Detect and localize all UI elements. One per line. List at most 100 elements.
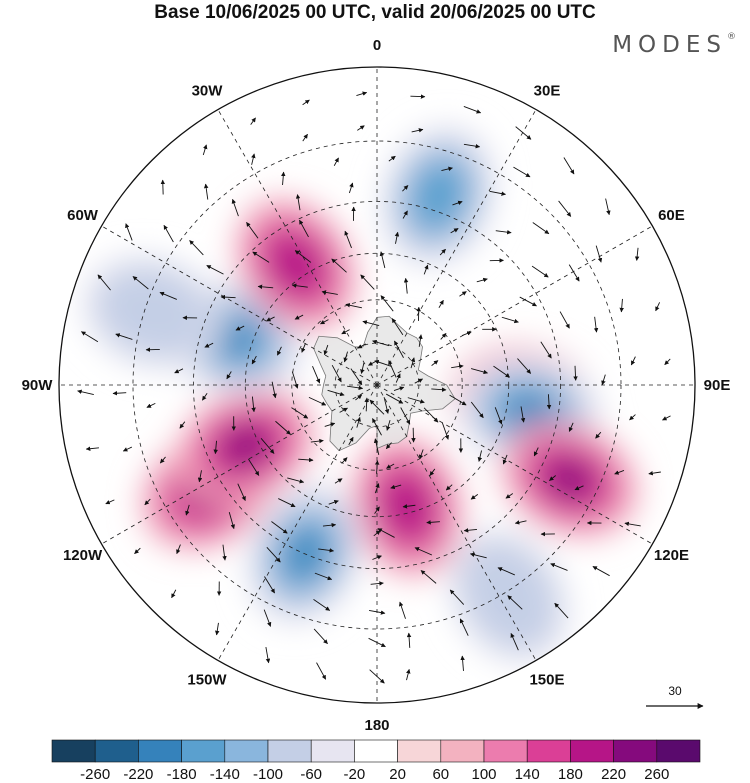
wind-arrow-icon [302, 99, 310, 106]
wind-arrow-icon [323, 344, 329, 356]
longitude-line [376, 384, 537, 661]
wind-arrow-icon [372, 555, 382, 560]
wind-arrow-icon [402, 210, 408, 219]
longitude-line [376, 384, 653, 545]
longitude-label: 90W [22, 377, 54, 394]
wind-arrow-icon [574, 485, 584, 491]
wind-arrow-icon [418, 334, 423, 347]
wind-arrow-icon [206, 265, 224, 275]
wind-arrow-icon [251, 153, 256, 165]
wind-arrow-icon [388, 360, 397, 378]
wind-arrow-icon [532, 222, 550, 235]
wind-arrow-icon [459, 618, 469, 636]
wind-arrow-icon [514, 520, 527, 525]
wind-arrow-icon [146, 402, 156, 408]
wind-arrow-icon [449, 589, 465, 605]
longitude-label: 0 [373, 37, 381, 54]
wind-arrow-icon [281, 171, 286, 186]
wind-arrow-icon [185, 504, 190, 516]
colorbar-tick-label: 220 [601, 766, 626, 783]
wind-arrow-icon [301, 343, 306, 353]
latitude-circle [132, 140, 622, 630]
wind-arrow-icon [372, 339, 390, 347]
wind-arrow-icon [648, 470, 661, 476]
wind-arrow-icon [374, 483, 380, 494]
colorbar-swatch [310, 739, 355, 763]
wind-arrow-icon [394, 340, 404, 358]
longitude-line [101, 225, 378, 386]
wind-arrow-icon [368, 637, 386, 648]
wind-arrow-icon [374, 460, 380, 474]
wind-arrow-icon [390, 484, 402, 490]
wind-arrow-icon [403, 277, 409, 294]
wind-arrow-icon [237, 483, 246, 501]
wind-arrow-icon [630, 356, 636, 366]
colorbar-swatch [613, 739, 658, 763]
wind-arrow-icon [291, 283, 308, 288]
longitude-line [376, 225, 653, 386]
wind-arrow-icon [461, 331, 472, 336]
colorbar-swatch [138, 739, 182, 763]
wind-arrow-icon [463, 528, 478, 533]
wind-arrow-icon [345, 303, 362, 309]
wind-arrow-icon [97, 274, 111, 291]
wind-arrow-icon [463, 105, 482, 114]
wind-arrow-icon [519, 296, 537, 307]
wind-arrow-icon [507, 595, 523, 610]
colorbar-swatch [224, 739, 269, 763]
wind-arrow-icon [85, 446, 100, 451]
colorbar-tick-label: -140 [210, 766, 240, 783]
wind-arrow-icon [388, 155, 396, 162]
colorbar-swatch [483, 739, 528, 763]
wind-arrow-icon [331, 364, 342, 383]
wind-arrow-icon [144, 498, 151, 506]
wind-arrow-icon [531, 265, 549, 278]
wind-arrow-icon [502, 454, 508, 465]
wind-arrow-icon [489, 190, 506, 196]
anomaly-field [59, 67, 695, 703]
wind-arrow-icon [341, 329, 350, 335]
wind-arrow-icon [497, 567, 515, 576]
graticule [59, 67, 695, 703]
wind-arrow-icon [322, 522, 337, 528]
wind-arrow-icon [347, 385, 364, 391]
longitude-label: 120E [654, 547, 689, 564]
wind-arrow-icon [112, 391, 127, 396]
wind-arrow-icon [563, 157, 575, 175]
wind-arrow-icon [122, 446, 133, 452]
wind-arrow-icon [476, 277, 488, 283]
antarctica [313, 315, 456, 452]
longitude-label: 150W [187, 671, 227, 688]
wind-arrow-icon [316, 662, 327, 680]
wind-arrow-icon [331, 258, 347, 273]
wind-arrow-icon [614, 470, 625, 475]
wind-arrow-icon [250, 117, 256, 125]
brand-name: MODES [612, 32, 727, 58]
wind-arrow-icon [179, 421, 186, 429]
wind-arrow-icon [248, 458, 260, 476]
wind-arrow-icon [399, 601, 406, 619]
anomaly-blob [411, 163, 465, 229]
wind-arrow-icon [294, 250, 312, 263]
longitude-label: 180 [364, 717, 389, 734]
wind-arrow-icon [264, 576, 275, 594]
longitude-label: 60E [658, 207, 685, 224]
wind-arrow-icon [360, 362, 365, 374]
wind-arrow-icon [105, 499, 115, 505]
wind-arrow-icon [439, 248, 446, 256]
wind-arrow-icon [115, 333, 133, 340]
colorbar-swatch [181, 739, 226, 763]
wind-arrow-icon [348, 436, 354, 446]
wind-arrow-icon [410, 94, 426, 99]
wind-arrow-icon [546, 394, 552, 410]
wind-arrow-icon [294, 314, 304, 320]
wind-arrow-icon [391, 318, 404, 336]
wind-arrow-icon [228, 512, 235, 530]
colorbar-tick-label: -180 [167, 766, 197, 783]
wind-arrow-icon [393, 386, 405, 391]
wind-arrow-icon [410, 357, 416, 369]
wind-arrow-icon [533, 447, 539, 457]
wind-arrow-icon [573, 365, 578, 381]
wind-arrow-icon [664, 358, 671, 366]
